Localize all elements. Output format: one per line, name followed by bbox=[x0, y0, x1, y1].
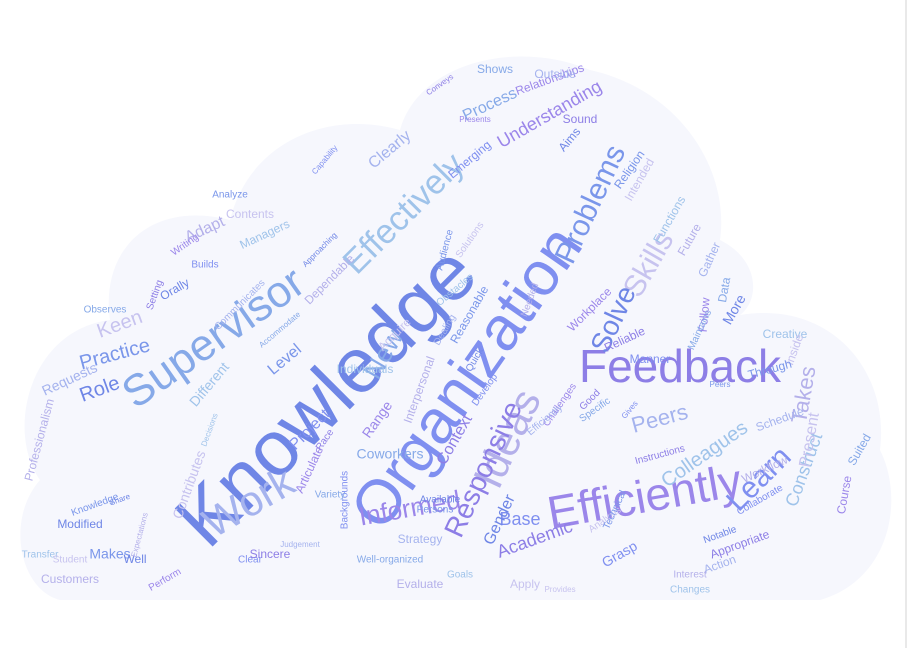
word-student: Student bbox=[53, 555, 88, 566]
right-edge-divider bbox=[905, 0, 907, 648]
word-data: Data bbox=[715, 276, 733, 304]
word-provides: Provides bbox=[544, 585, 575, 594]
word-individuals: Individuals bbox=[337, 362, 394, 376]
word-feedback: Feedback bbox=[579, 340, 782, 392]
word-base: Base bbox=[499, 509, 540, 529]
word-well-organized: Well-organized bbox=[357, 555, 424, 566]
word-modified: Modified bbox=[57, 517, 102, 531]
word-judgement: Judgement bbox=[280, 540, 320, 549]
word-well: Well bbox=[123, 552, 146, 566]
word-builds: Builds bbox=[191, 260, 218, 271]
word-apply: Apply bbox=[510, 577, 540, 591]
word-manner: Manner bbox=[630, 352, 671, 366]
word-variety: Variety bbox=[315, 490, 345, 501]
word-persons: Persons bbox=[417, 505, 454, 516]
word-customers: Customers bbox=[41, 572, 99, 586]
word-analyze: Analyze bbox=[212, 190, 248, 201]
word-backgrounds: Backgrounds bbox=[340, 471, 351, 529]
word-clear: Clear bbox=[238, 555, 263, 566]
word-outside: Outside bbox=[534, 67, 576, 81]
word-contents: Contents bbox=[226, 207, 274, 221]
word-creative: Creative bbox=[763, 327, 808, 341]
word-transfer: Transfer bbox=[22, 550, 60, 561]
cloud-shape bbox=[20, 56, 892, 600]
word-peers: Peers bbox=[710, 380, 731, 389]
word-goals: Goals bbox=[447, 570, 473, 581]
word-changes: Changes bbox=[670, 585, 710, 596]
word-sound: Sound bbox=[563, 112, 598, 126]
word-shows: Shows bbox=[477, 62, 513, 76]
word-coworkers: Coworkers bbox=[357, 446, 424, 462]
word-follow: Follow bbox=[696, 297, 713, 333]
word-available: Available bbox=[420, 495, 461, 506]
word-evaluate: Evaluate bbox=[397, 577, 444, 591]
word-interest: Interest bbox=[673, 570, 707, 581]
word-sincere: Sincere bbox=[250, 547, 291, 561]
word-observes: Observes bbox=[84, 305, 127, 316]
word-makes: Makes bbox=[89, 546, 130, 562]
word-presents: Presents bbox=[459, 115, 491, 124]
word-course: Course bbox=[834, 474, 855, 515]
word-strategy: Strategy bbox=[398, 532, 443, 546]
